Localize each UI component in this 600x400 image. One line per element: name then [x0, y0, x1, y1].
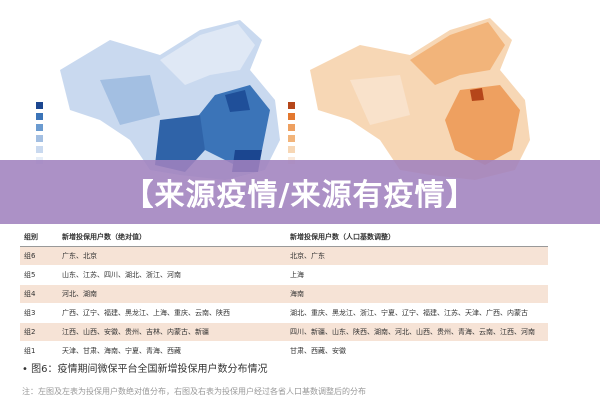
banner-text: 【来源疫情/来源有疫情】 [123, 178, 477, 213]
note: 注：左图及左表为投保用户数绝对值分布，右图及右表为投保用户经过各省人口基数调整后… [22, 387, 366, 396]
table-cell: 组5 [20, 265, 58, 285]
table-cell: 组6 [20, 246, 58, 266]
header-cell: 新增投保用户数（人口基数调整） [286, 228, 548, 247]
table-row: 组6 广东、北京 北京、广东 [20, 246, 548, 266]
table: 组别 新增投保用户数（绝对值） 新增投保用户数（人口基数调整） 组6 广东、北京 北京、… [20, 228, 548, 361]
table-cell: 上海 [286, 265, 548, 285]
header-cell: 组别 [20, 228, 58, 247]
table-row: 组2 江西、山西、安徽、贵州、吉林、内蒙古、新疆 四川、新疆、山东、陕西、湖南、河北… [20, 322, 548, 342]
table-cell: 组1 [20, 341, 58, 361]
table-cell: 广西、辽宁、福建、黑龙江、上海、重庆、云南、陕西 [58, 303, 286, 323]
table-header: 组别 新增投保用户数（绝对值） 新增投保用户数（人口基数调整） [20, 228, 548, 247]
table-cell: 江西、山西、安徽、贵州、吉林、内蒙古、新疆 [58, 322, 286, 342]
table-cell: 广东、北京 [58, 246, 286, 266]
table-cell: 组3 [20, 303, 58, 323]
table-cell: 四川、新疆、山东、陕西、湖南、河北、山西、贵州、青海、云南、江西、河南 [286, 322, 548, 342]
table-row: 组4 河北、湖南 海南 [20, 284, 548, 304]
header-cell: 新增投保用户数（绝对值） [58, 228, 286, 247]
table-row: 组3 广西、辽宁、福建、黑龙江、上海、重庆、云南、陕西 湖北、重庆、黑龙江、浙江、宁… [20, 303, 548, 323]
table-cell: 组2 [20, 322, 58, 342]
banner: 【来源疫情/来源有疫情】 [0, 160, 600, 224]
table-cell: 甘肃、西藏、安徽 [286, 341, 548, 361]
table-row: 组1 天津、甘肃、海南、宁夏、青海、西藏 甘肃、西藏、安徽 [20, 341, 548, 361]
right-map [288, 18, 530, 180]
table-cell: 河北、湖南 [58, 284, 286, 304]
caption: • 图6：疫情期间微保平台全国新增投保用户数分布情况 [22, 364, 268, 375]
table-cell: 北京、广东 [286, 246, 548, 266]
table-body: 组6 广东、北京 北京、广东 组5 山东、江苏、四川、湖北、浙江、河南 上海 组4 河北、湖南… [20, 246, 548, 361]
table-row: 组5 山东、江苏、四川、湖北、浙江、河南 上海 [20, 265, 548, 285]
table-cell: 海南 [286, 284, 548, 304]
table-cell: 组4 [20, 284, 58, 304]
left-map [36, 20, 280, 180]
table-cell: 湖北、重庆、黑龙江、浙江、宁夏、辽宁、福建、江苏、天津、广西、内蒙古 [286, 303, 548, 323]
maps [36, 18, 530, 180]
table-cell: 天津、甘肃、海南、宁夏、青海、西藏 [58, 341, 286, 361]
table-cell: 山东、江苏、四川、湖北、浙江、河南 [58, 265, 286, 285]
